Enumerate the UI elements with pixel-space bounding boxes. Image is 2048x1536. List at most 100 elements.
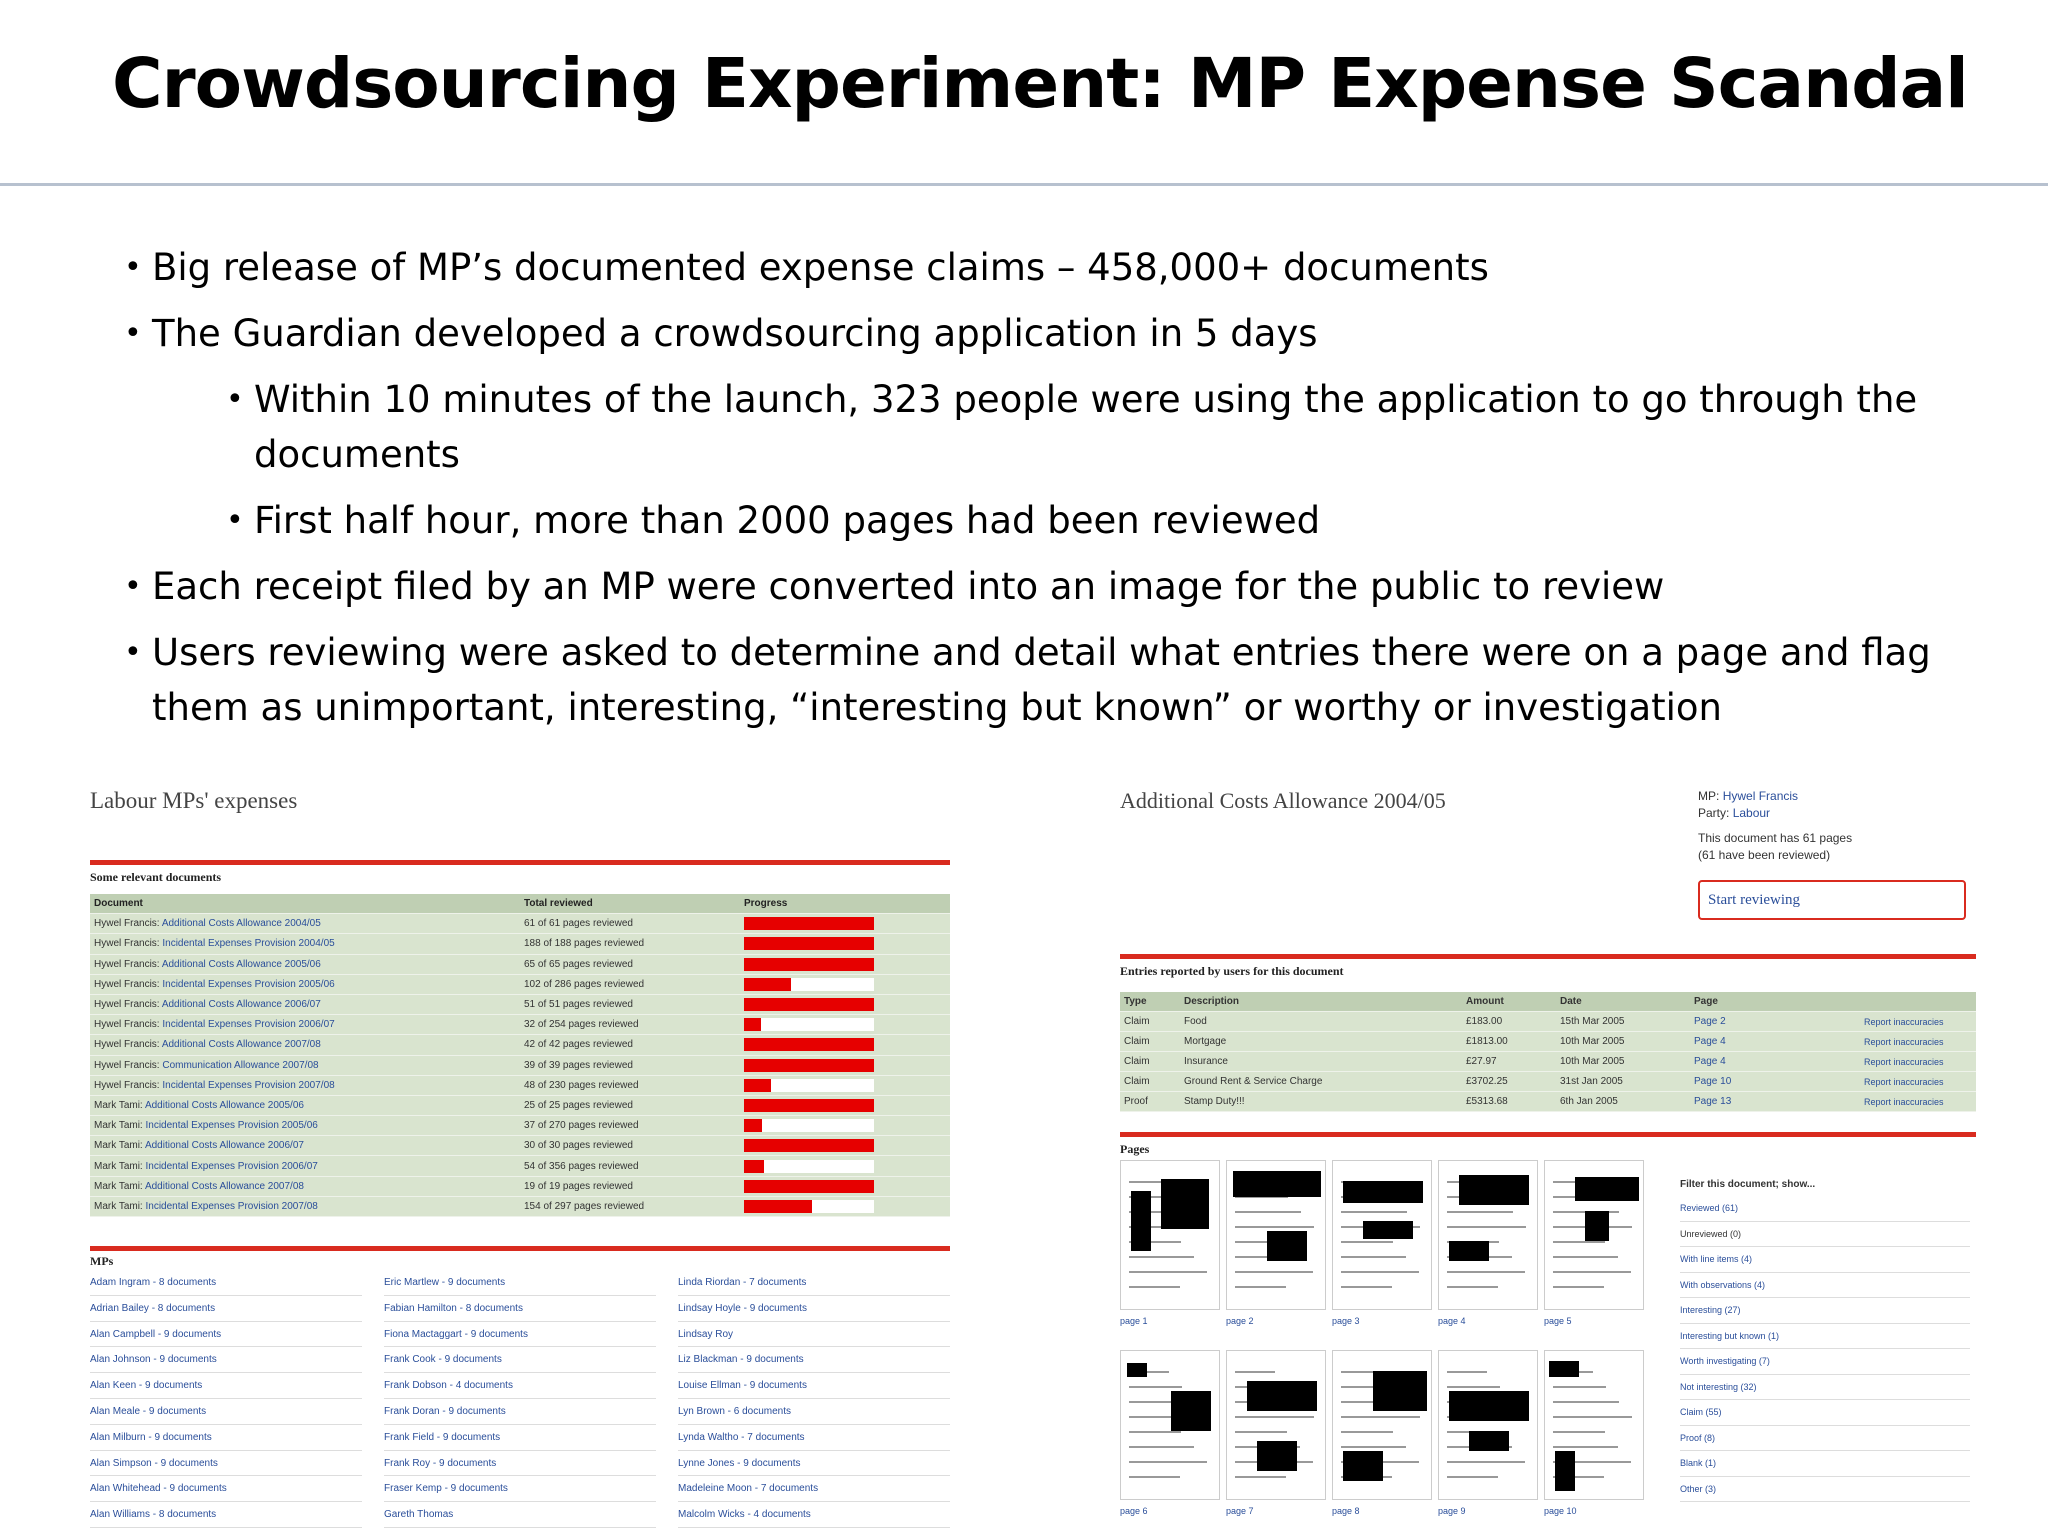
mp-link[interactable]: Hywel Francis: [1722, 789, 1799, 803]
document-link[interactable]: Incidental Expenses Provision 2006/07: [162, 1019, 335, 1031]
document-link[interactable]: Additional Costs Allowance 2007/08: [161, 1039, 321, 1051]
table-row: Mark Tami: Additional Costs Allowance 20…: [90, 1177, 950, 1197]
entry-page-link[interactable]: Page 10: [1694, 1076, 1732, 1087]
mp-link[interactable]: Frank Cook - 9 documents: [384, 1347, 656, 1374]
progress-bar: [744, 1159, 944, 1173]
mp-name: Hywel Francis:: [94, 999, 160, 1011]
mp-link[interactable]: Lindsay Roy: [678, 1322, 950, 1348]
mp-link[interactable]: Fiona Mactaggart - 9 documents: [384, 1322, 656, 1348]
report-inaccuracies-link[interactable]: Report inaccuracies: [1864, 1096, 1944, 1107]
report-inaccuracies-link[interactable]: Report inaccuracies: [1864, 1056, 1944, 1067]
screenshot-title: Additional Costs Allowance 2004/05: [1120, 788, 1446, 813]
entry-page-link[interactable]: Page 4: [1694, 1056, 1726, 1067]
page-caption-link[interactable]: page 3: [1332, 1316, 1360, 1326]
page-caption-link[interactable]: page 6: [1120, 1506, 1148, 1516]
mp-link[interactable]: Alan Williams - 8 documents: [90, 1502, 362, 1528]
mp-link[interactable]: Eric Martlew - 9 documents: [384, 1270, 656, 1296]
page-thumbnail[interactable]: [1120, 1160, 1220, 1310]
document-link[interactable]: Communication Allowance 2007/08: [162, 1059, 319, 1071]
mp-link[interactable]: Alan Keen - 9 documents: [90, 1373, 362, 1399]
page-thumbnail[interactable]: [1226, 1160, 1326, 1310]
document-link[interactable]: Incidental Expenses Provision 2005/06: [145, 1120, 318, 1132]
filter-option[interactable]: Reviewed (61): [1680, 1196, 1970, 1222]
mp-link[interactable]: Alan Meale - 9 documents: [90, 1399, 362, 1425]
entry-page-link[interactable]: Page 13: [1694, 1096, 1732, 1107]
table-row: Hywel Francis: Incidental Expenses Provi…: [90, 1015, 950, 1036]
mp-link[interactable]: Alan Campbell - 9 documents: [90, 1322, 362, 1348]
report-inaccuracies-link[interactable]: Report inaccuracies: [1864, 1016, 1944, 1027]
entry-page-link[interactable]: Page 4: [1694, 1036, 1726, 1047]
document-link[interactable]: Additional Costs Allowance 2006/07: [161, 999, 321, 1011]
page-caption-link[interactable]: page 1: [1120, 1316, 1148, 1326]
document-cell: Hywel Francis: Incidental Expenses Provi…: [90, 1080, 524, 1091]
filter-option[interactable]: Blank (1): [1680, 1451, 1970, 1477]
mp-link[interactable]: Lindsay Hoyle - 9 documents: [678, 1296, 950, 1322]
mp-name: Hywel Francis:: [94, 1039, 160, 1051]
mp-link[interactable]: Alan Milburn - 9 documents: [90, 1425, 362, 1451]
mp-link[interactable]: Fraser Kemp - 9 documents: [384, 1476, 656, 1503]
filter-option[interactable]: Interesting (27): [1680, 1298, 1970, 1324]
document-link[interactable]: Incidental Expenses Provision 2005/06: [162, 978, 335, 990]
page-caption-link[interactable]: page 9: [1438, 1506, 1466, 1516]
document-link[interactable]: Additional Costs Allowance 2007/08: [144, 1180, 304, 1192]
mp-link[interactable]: Liz Blackman - 9 documents: [678, 1347, 950, 1374]
page-thumbnail[interactable]: [1438, 1160, 1538, 1310]
document-link[interactable]: Incidental Expenses Provision 2004/05: [162, 938, 335, 950]
mp-link[interactable]: Adam Ingram - 8 documents: [90, 1270, 362, 1296]
filter-option[interactable]: Proof (8): [1680, 1426, 1970, 1451]
page-caption-link[interactable]: page 7: [1226, 1506, 1254, 1516]
entry-page-link[interactable]: Page 2: [1694, 1016, 1726, 1027]
mp-link[interactable]: Alan Johnson - 9 documents: [90, 1347, 362, 1374]
filter-option[interactable]: Other (3): [1680, 1477, 1970, 1502]
mp-link[interactable]: Frank Doran - 9 documents: [384, 1399, 656, 1425]
mp-link[interactable]: Frank Dobson - 4 documents: [384, 1373, 656, 1399]
mp-link[interactable]: Alan Simpson - 9 documents: [90, 1451, 362, 1477]
party-link[interactable]: Labour: [1732, 806, 1771, 820]
page-caption-link[interactable]: page 2: [1226, 1316, 1254, 1326]
report-inaccuracies-link[interactable]: Report inaccuracies: [1864, 1036, 1944, 1047]
mp-link[interactable]: Linda Riordan - 7 documents: [678, 1270, 950, 1296]
report-inaccuracies-link[interactable]: Report inaccuracies: [1864, 1076, 1944, 1087]
document-link[interactable]: Additional Costs Allowance 2005/06: [144, 1099, 304, 1111]
document-link[interactable]: Incidental Expenses Provision 2007/08: [145, 1200, 318, 1212]
mp-link[interactable]: Frank Field - 9 documents: [384, 1425, 656, 1451]
filter-option[interactable]: With observations (4): [1680, 1273, 1970, 1298]
page-thumbnail[interactable]: [1544, 1350, 1644, 1500]
mp-link[interactable]: Frank Roy - 9 documents: [384, 1451, 656, 1477]
page-caption-link[interactable]: page 4: [1438, 1316, 1466, 1326]
redaction-block: [1171, 1391, 1211, 1431]
document-link[interactable]: Additional Costs Allowance 2004/05: [161, 918, 321, 930]
document-link[interactable]: Incidental Expenses Provision 2007/08: [162, 1079, 335, 1091]
mp-link[interactable]: Lynne Jones - 9 documents: [678, 1451, 950, 1477]
mp-link[interactable]: Alan Whitehead - 9 documents: [90, 1476, 362, 1503]
page-thumbnail[interactable]: [1332, 1350, 1432, 1500]
document-link[interactable]: Additional Costs Allowance 2006/07: [144, 1140, 304, 1152]
filter-option[interactable]: Claim (55): [1680, 1400, 1970, 1426]
mp-link[interactable]: Lyn Brown - 6 documents: [678, 1399, 950, 1425]
mp-link[interactable]: Lynda Waltho - 7 documents: [678, 1425, 950, 1451]
page-thumbnail[interactable]: [1544, 1160, 1644, 1310]
page-thumbnail[interactable]: [1226, 1350, 1326, 1500]
page-thumbnail[interactable]: [1438, 1350, 1538, 1500]
filter-option[interactable]: Worth investigating (7): [1680, 1349, 1970, 1375]
filter-option[interactable]: Interesting but known (1): [1680, 1324, 1970, 1349]
filter-option[interactable]: With line items (4): [1680, 1247, 1970, 1273]
filter-option[interactable]: Not interesting (32): [1680, 1375, 1970, 1400]
page-caption-link[interactable]: page 5: [1544, 1316, 1572, 1326]
mp-link[interactable]: Louise Ellman - 9 documents: [678, 1373, 950, 1399]
mp-link[interactable]: Fabian Hamilton - 8 documents: [384, 1296, 656, 1322]
page-thumbnail[interactable]: [1332, 1160, 1432, 1310]
mp-link[interactable]: Gareth Thomas: [384, 1502, 656, 1528]
start-reviewing-button[interactable]: Start reviewing: [1698, 880, 1966, 920]
text-line: [1341, 1286, 1392, 1288]
redaction-block: [1585, 1211, 1609, 1241]
page-thumbnail[interactable]: [1120, 1350, 1220, 1500]
document-link[interactable]: Additional Costs Allowance 2005/06: [161, 958, 321, 970]
page-caption-link[interactable]: page 8: [1332, 1506, 1360, 1516]
page-caption-link[interactable]: page 10: [1544, 1506, 1577, 1516]
progress-fill: [744, 977, 791, 991]
document-link[interactable]: Incidental Expenses Provision 2006/07: [145, 1160, 318, 1172]
mp-link[interactable]: Madeleine Moon - 7 documents: [678, 1476, 950, 1503]
mp-link[interactable]: Adrian Bailey - 8 documents: [90, 1296, 362, 1322]
mp-link[interactable]: Malcolm Wicks - 4 documents: [678, 1502, 950, 1528]
